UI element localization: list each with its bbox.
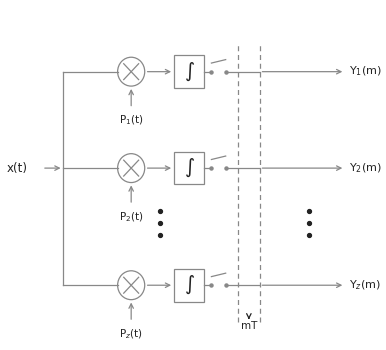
- Text: mT: mT: [241, 321, 257, 331]
- Text: $\int$: $\int$: [184, 274, 195, 296]
- Text: P$_z$(t): P$_z$(t): [119, 327, 143, 341]
- Text: $\int$: $\int$: [184, 61, 195, 83]
- Text: P$_1$(t): P$_1$(t): [119, 114, 144, 127]
- Text: $\int$: $\int$: [184, 157, 195, 179]
- Text: Y$_z$(m): Y$_z$(m): [349, 278, 381, 292]
- Text: P$_2$(t): P$_2$(t): [119, 210, 144, 224]
- Text: Y$_2$(m): Y$_2$(m): [349, 161, 381, 175]
- Text: Y$_1$(m): Y$_1$(m): [349, 65, 381, 78]
- Text: x(t): x(t): [6, 162, 27, 175]
- Bar: [174, 152, 204, 184]
- Bar: [174, 269, 204, 302]
- Bar: [174, 55, 204, 88]
